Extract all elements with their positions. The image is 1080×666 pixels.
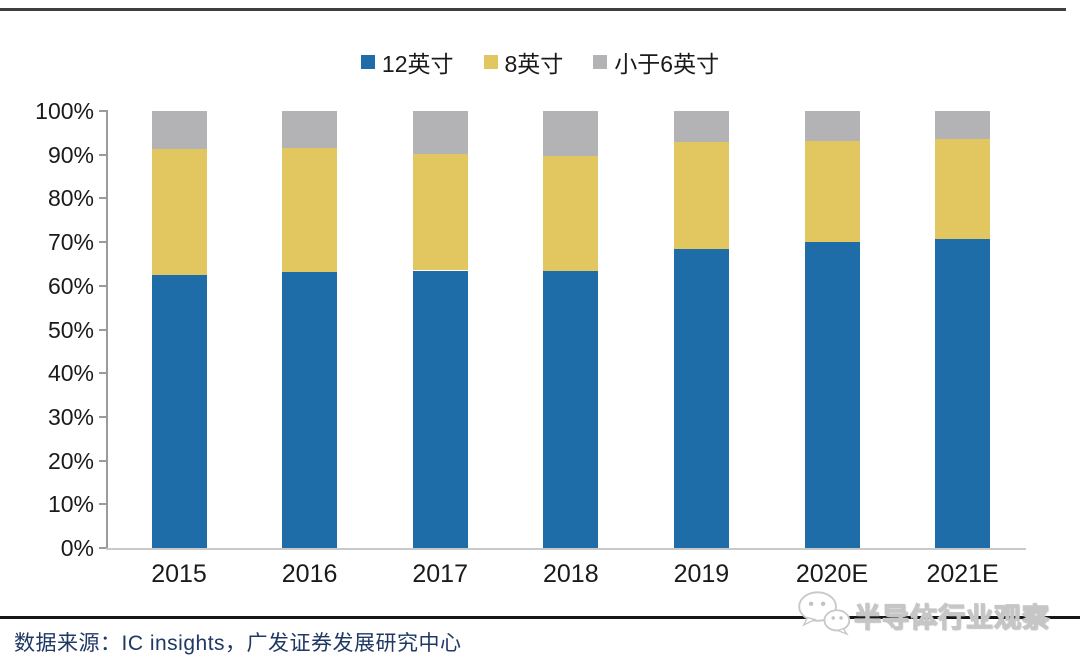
bar-segment xyxy=(804,140,860,242)
y-axis-tick xyxy=(99,241,106,244)
legend-swatch-icon xyxy=(593,55,608,69)
y-axis-label: 30% xyxy=(47,403,94,430)
chart-legend: 12英寸 8英寸 小于6英寸 xyxy=(0,45,1080,79)
y-axis-label: 60% xyxy=(47,272,94,299)
x-axis-label: 2016 xyxy=(281,560,338,588)
bar-segment xyxy=(151,148,207,276)
bottom-divider xyxy=(0,616,1080,619)
x-axis-label: 2019 xyxy=(673,560,730,588)
wechat-icon xyxy=(796,590,852,641)
source-text: 数据来源：IC insights，广发证券发展研究中心 xyxy=(14,632,462,655)
x-axis-label: 2020E xyxy=(795,560,869,588)
bar-segment xyxy=(282,111,338,148)
legend-item: 12英寸 xyxy=(360,45,454,79)
bar-segment xyxy=(935,111,991,139)
bar-segment xyxy=(673,141,729,250)
x-axis-line xyxy=(106,548,1026,550)
bar-segment xyxy=(935,138,991,239)
legend-item: 小于6英寸 xyxy=(593,45,719,79)
y-axis-label: 90% xyxy=(47,141,94,168)
watermark: 半导体行业观察 xyxy=(796,590,1050,641)
y-axis-tick xyxy=(99,284,106,287)
y-axis-label: 0% xyxy=(60,535,94,561)
bar-segment xyxy=(673,111,729,142)
legend-label: 8英寸 xyxy=(504,51,564,77)
bar-segment xyxy=(412,111,468,154)
y-axis-tick xyxy=(99,547,106,549)
legend-label: 小于6英寸 xyxy=(614,51,720,77)
y-axis-label: 20% xyxy=(47,447,94,474)
y-axis-label: 100% xyxy=(35,98,94,124)
x-axis-label: 2018 xyxy=(542,560,599,588)
legend-swatch-icon xyxy=(483,55,498,69)
y-axis-tick xyxy=(99,153,106,156)
bar-segment xyxy=(543,270,599,548)
bar-segment xyxy=(151,275,207,548)
y-axis-tick xyxy=(99,459,106,462)
bar-segment xyxy=(282,271,338,548)
y-axis-tick xyxy=(99,372,106,375)
y-axis-label: 50% xyxy=(47,316,94,343)
bar-segment xyxy=(673,249,729,548)
bar-segment xyxy=(543,111,599,157)
x-axis-label: 2021E xyxy=(926,560,999,588)
y-axis-tick xyxy=(99,197,106,200)
watermark-text: 半导体行业观察 xyxy=(853,602,1050,633)
legend-swatch-icon xyxy=(360,55,375,69)
y-axis-tick xyxy=(99,328,106,331)
bar-segment xyxy=(804,241,860,548)
y-axis-label: 70% xyxy=(47,229,94,256)
x-axis-label: 2015 xyxy=(151,560,207,588)
bar-segment xyxy=(804,111,860,141)
y-axis-label: 80% xyxy=(47,185,94,212)
bar-segment xyxy=(151,111,207,149)
bar-segment xyxy=(412,270,468,548)
bar-segment xyxy=(412,153,468,271)
legend-item: 8英寸 xyxy=(483,45,564,79)
bar-segment xyxy=(543,156,599,271)
legend-label: 12英寸 xyxy=(381,51,454,77)
bar-segment xyxy=(282,147,338,272)
y-axis-tick xyxy=(99,110,106,112)
top-divider xyxy=(0,8,1066,11)
y-axis-label: 40% xyxy=(47,360,94,387)
y-axis-tick xyxy=(99,415,106,418)
y-axis-tick xyxy=(99,503,106,506)
y-axis-line xyxy=(106,110,108,550)
x-axis-label: 2017 xyxy=(412,560,468,588)
bar-segment xyxy=(935,238,991,548)
y-axis-label: 10% xyxy=(47,491,94,518)
